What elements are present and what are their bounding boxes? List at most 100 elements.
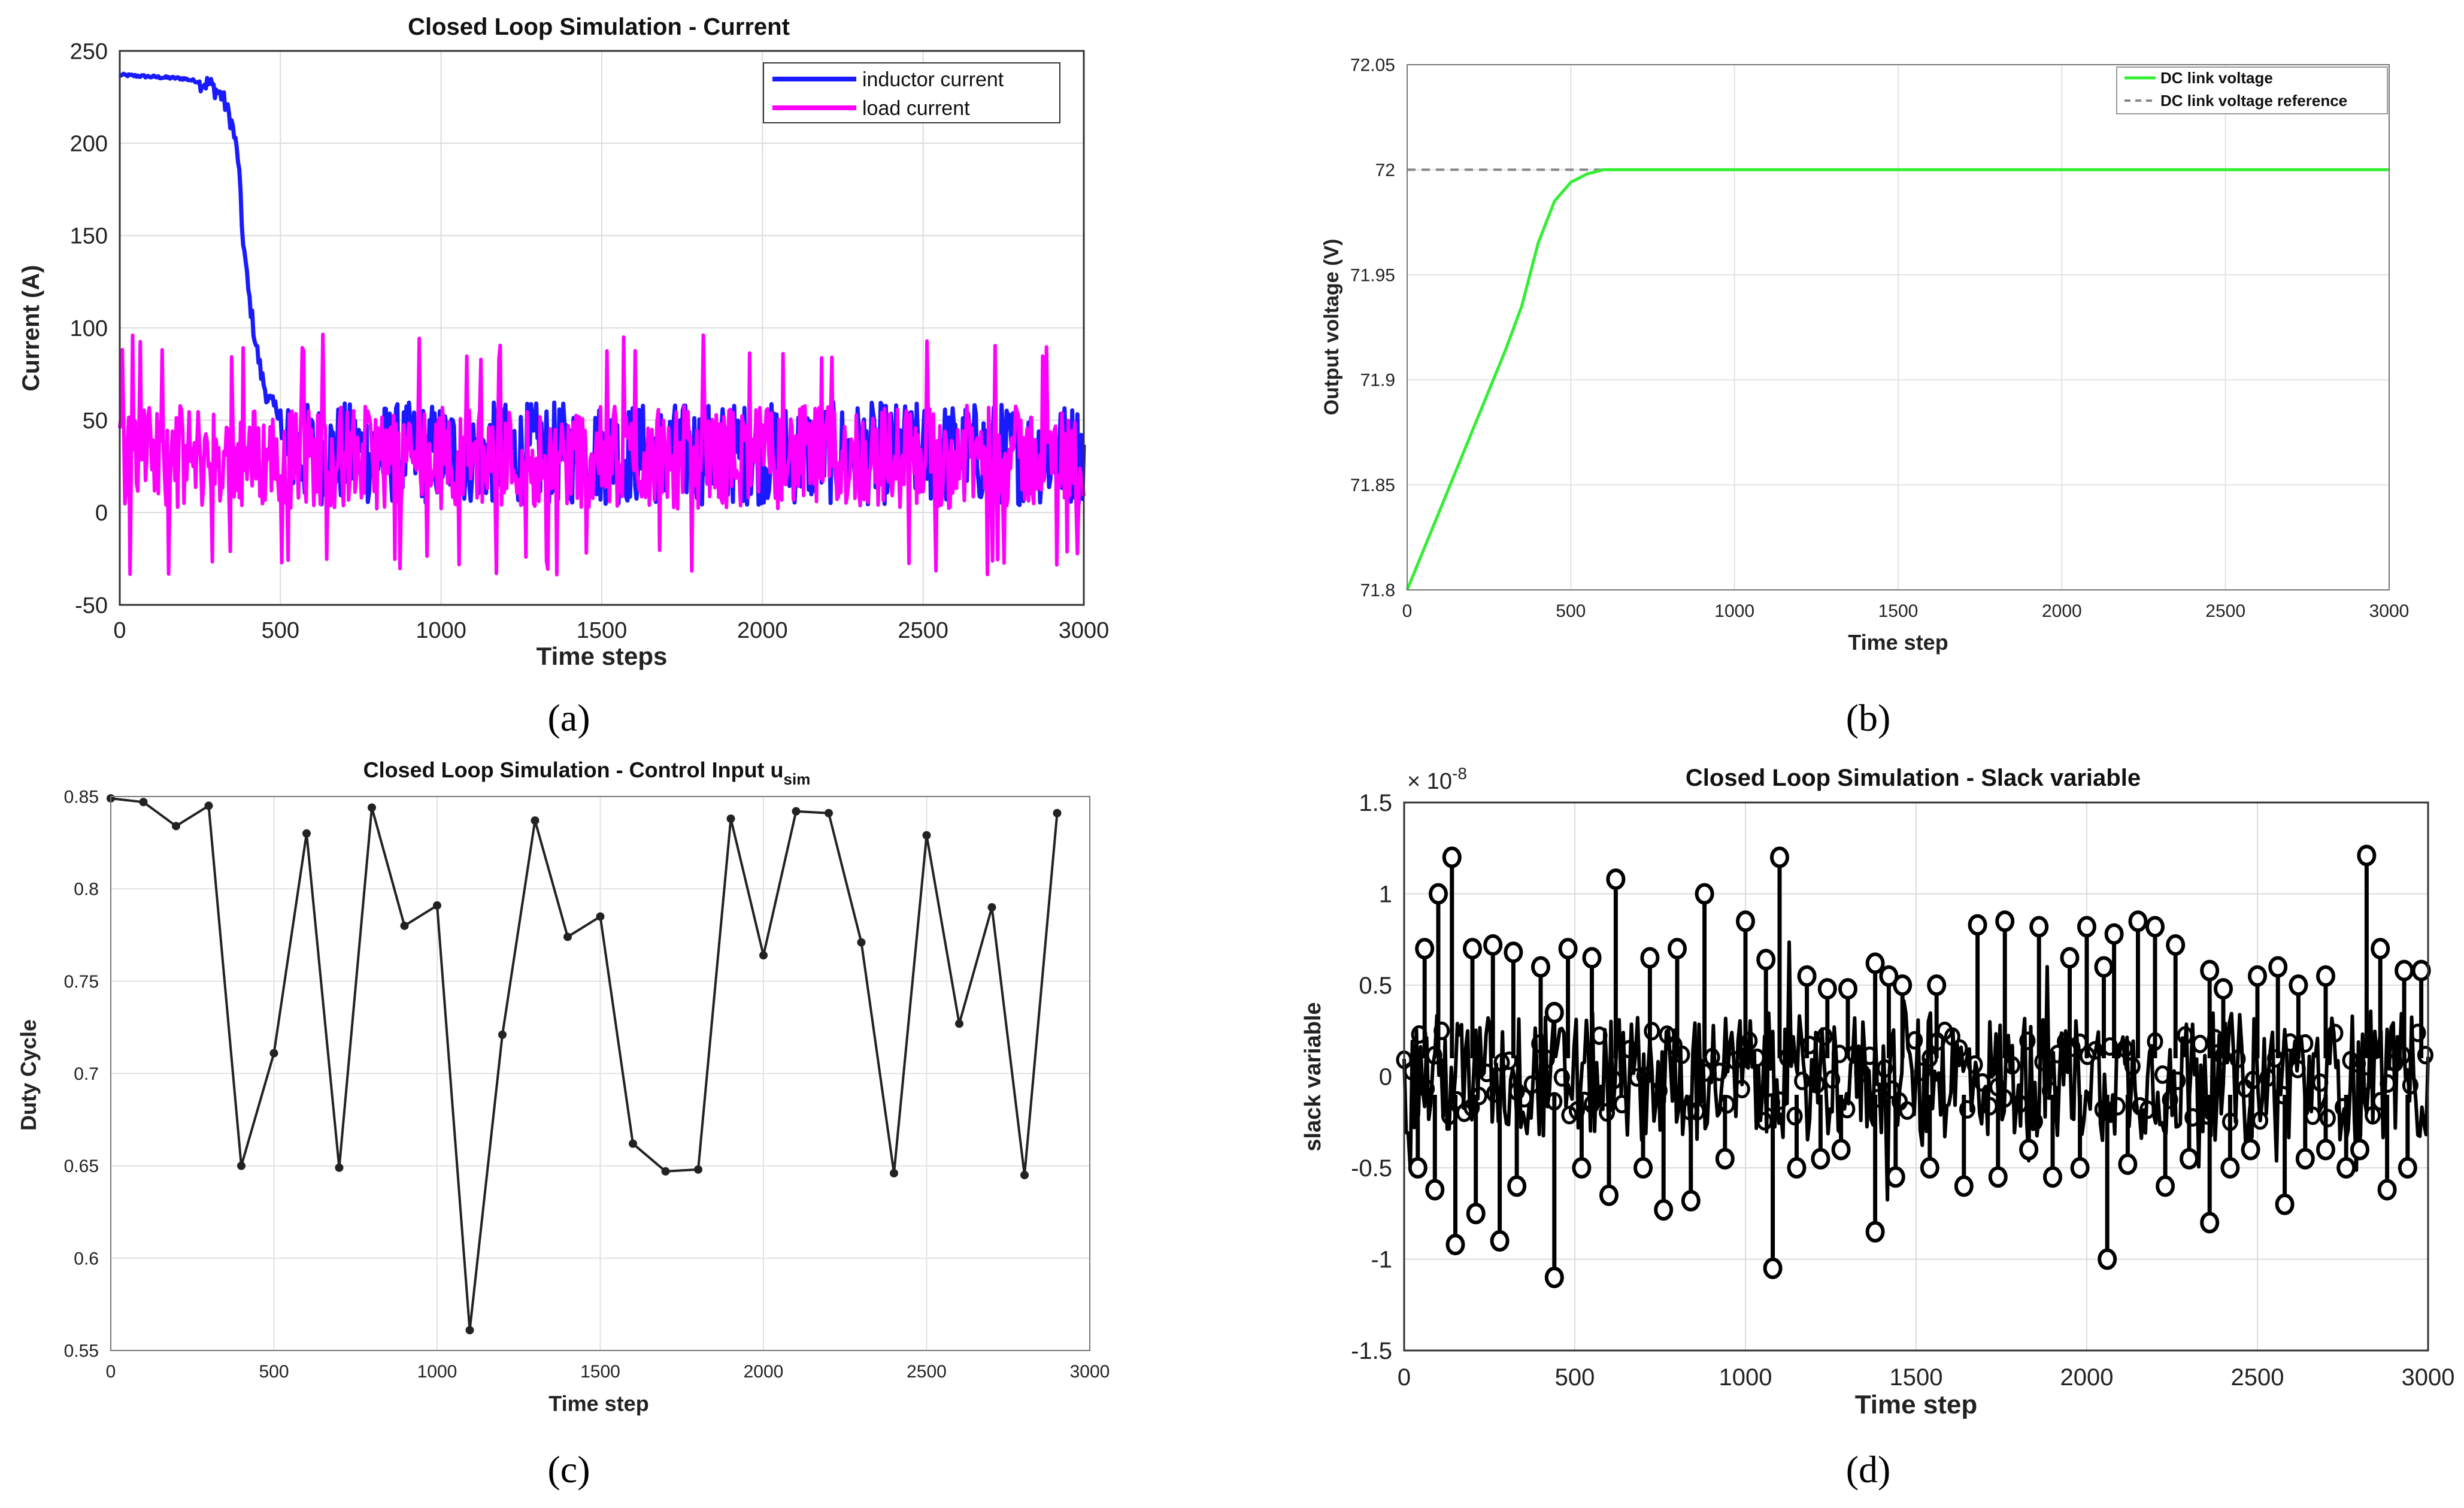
slack-peak-marker	[2029, 916, 2049, 938]
slack-peak-marker	[2166, 934, 2186, 956]
slack-marker	[1651, 1081, 1668, 1100]
data-point	[726, 814, 735, 823]
slack-trough-marker	[1507, 1175, 1527, 1197]
slack-marker	[2019, 1031, 2036, 1050]
slack-marker	[2117, 1039, 2133, 1058]
slack-marker	[1606, 1070, 1623, 1089]
x-tick-label: 2000	[737, 618, 788, 643]
slack-peak-marker	[2077, 916, 2096, 938]
slack-peak-marker	[2289, 974, 2308, 996]
panel-d-ylabel: slack variable	[1301, 1002, 1326, 1151]
y-tick-label: 71.8	[1360, 581, 1395, 601]
slack-marker	[2132, 1097, 2148, 1116]
y-tick-label: 0.65	[64, 1156, 99, 1176]
slack-trough-marker	[2316, 1138, 2335, 1161]
slack-trough-marker	[2241, 1138, 2260, 1161]
panel-a-x-ticks: 0 500 1000 1500 2000 2500 3000	[113, 618, 1109, 643]
slack-trough-marker	[1445, 1234, 1465, 1256]
slack-peak-marker	[2395, 959, 2414, 982]
slack-marker	[1636, 1067, 1653, 1086]
slack-marker	[2177, 1026, 2193, 1045]
slack-peak-marker	[1879, 965, 1899, 987]
panel-b-xlabel: Time step	[1848, 630, 1948, 655]
data-point	[955, 1019, 963, 1028]
slack-marker	[1576, 1091, 1593, 1110]
slack-trough-marker	[1920, 1157, 1939, 1179]
y-tick-label: -50	[75, 593, 108, 618]
slack-trough-marker	[2098, 1248, 2117, 1270]
slack-marker	[1854, 1063, 1871, 1082]
slack-marker	[1914, 1062, 1930, 1082]
x-tick-label: 1500	[1878, 601, 1919, 621]
slack-peak-marker	[1442, 846, 1462, 868]
slack-peak-marker	[1927, 974, 1947, 996]
slack-peak-marker	[2060, 947, 2080, 969]
slack-peak-marker	[1817, 978, 1837, 1000]
slack-marker	[1614, 1095, 1630, 1114]
panel-a-ylabel: Current (A)	[18, 265, 44, 391]
slack-trough-marker	[2043, 1166, 2062, 1188]
slack-marker	[1426, 1046, 1442, 1065]
data-point	[1020, 1171, 1029, 1180]
slack-peak-marker	[2357, 844, 2377, 867]
series-u-sim	[110, 797, 1059, 1332]
slack-marker	[1733, 1079, 1750, 1098]
y-tick-label: 0	[1379, 1064, 1392, 1091]
legend-label-dc-link-voltage-reference: DC link voltage reference	[2160, 92, 2347, 110]
slack-trough-marker	[1654, 1199, 1674, 1221]
y-tick-label: 72.05	[1350, 56, 1395, 75]
slack-trough-marker	[1490, 1230, 1510, 1252]
slack-peak-marker	[2371, 938, 2390, 959]
slack-marker	[2004, 1056, 2021, 1075]
data-point	[694, 1165, 702, 1174]
x-tick-label: 500	[259, 1362, 289, 1382]
slack-trough-marker	[2398, 1157, 2417, 1179]
panel-a: Closed Loop Simulation - Current 0 500 100…	[18, 14, 1109, 739]
slack-marker	[2184, 1108, 2201, 1127]
slack-peak-marker	[1770, 846, 1789, 868]
panel-c-title: Closed Loop Simulation - Control Input u…	[363, 758, 811, 788]
slack-trough-marker	[2180, 1147, 2199, 1170]
x-tick-label: 3000	[2369, 601, 2410, 621]
panel-a-title: Closed Loop Simulation - Current	[408, 14, 790, 40]
panel-a-y-ticks: -50 0 50 100 150 200 250	[70, 39, 108, 618]
slack-peak-marker	[1415, 938, 1435, 959]
slack-peak-marker	[1756, 949, 1776, 971]
slack-peak-marker	[2214, 978, 2233, 1000]
slack-trough-marker	[2200, 1212, 2220, 1234]
x-tick-label: 3000	[1070, 1362, 1110, 1382]
slack-trough-marker	[2295, 1147, 2315, 1170]
slack-marker	[2229, 1049, 2246, 1068]
slack-marker	[2357, 1072, 2374, 1091]
y-tick-label: 71.95	[1350, 265, 1395, 285]
panel-c-title-main: Closed Loop Simulation - Control Input u	[363, 758, 784, 782]
slack-trough-marker	[1599, 1184, 1619, 1206]
slack-trough-marker	[1988, 1166, 2008, 1188]
x-tick-label: 2500	[907, 1362, 947, 1382]
slack-marker	[2169, 1071, 2186, 1091]
y-tick-label: 0.7	[74, 1064, 99, 1084]
slack-trough-marker	[1408, 1157, 1428, 1179]
data-point	[596, 912, 605, 921]
panel-c-ylabel: Duty Cycle	[16, 1019, 41, 1131]
x-tick-label: 1000	[1714, 601, 1754, 621]
panel-b-axes-box	[1407, 64, 2390, 591]
slack-peak-marker	[1606, 868, 1626, 891]
slack-peak-marker	[2104, 923, 2124, 945]
y-tick-label: 1	[1379, 882, 1392, 908]
slack-marker	[1726, 1051, 1743, 1070]
series-load-current	[118, 332, 1086, 577]
slack-marker	[1471, 1086, 1487, 1106]
panel-d-caption: (d)	[1846, 1448, 1891, 1491]
slack-trough-marker	[1831, 1138, 1851, 1161]
slack-peak-marker	[2200, 959, 2220, 982]
panel-c-grid	[110, 796, 1090, 1351]
panel-a-legend-box	[763, 62, 1060, 123]
slack-peak-marker	[1797, 965, 1817, 987]
legend-label-dc-link-voltage: DC link voltage	[2160, 69, 2273, 87]
x-tick-label: 2000	[2042, 601, 2082, 621]
slack-marker	[1463, 1098, 1480, 1117]
y-tick-label: -1.5	[1351, 1338, 1392, 1364]
y-tick-label: -1	[1371, 1247, 1392, 1273]
y-tick-label: 0.85	[64, 788, 99, 807]
